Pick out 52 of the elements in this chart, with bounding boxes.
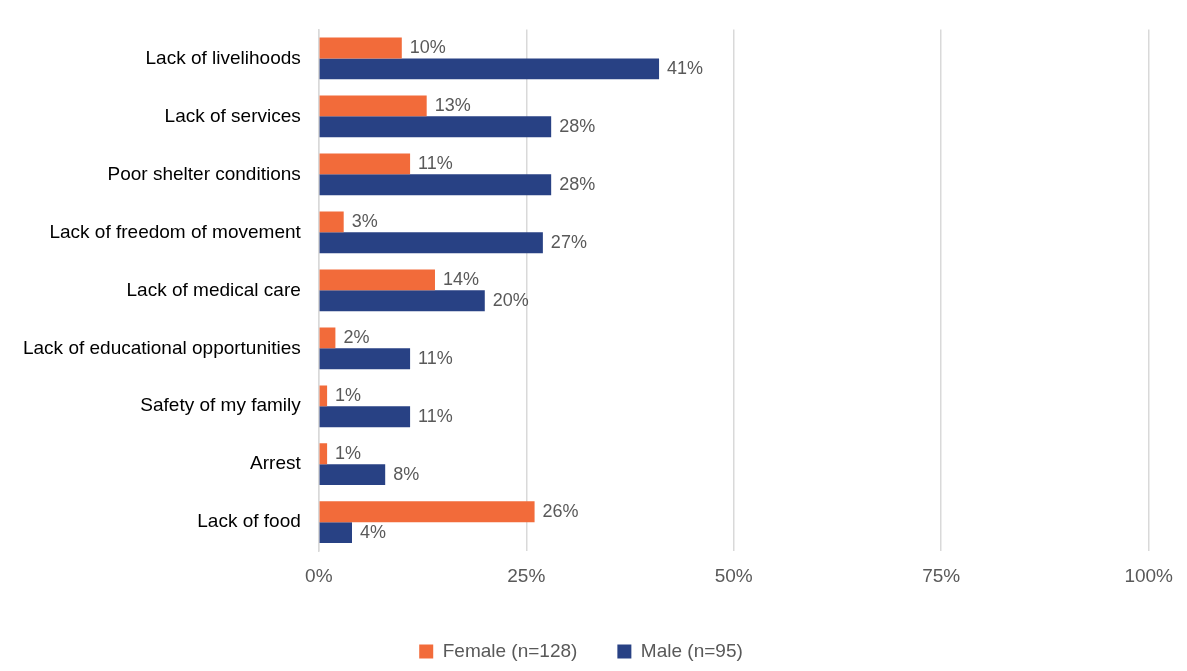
bar [319, 406, 411, 428]
x-tick-label: 100% [1124, 564, 1174, 586]
data-label: 27% [550, 231, 587, 252]
data-label: 28% [559, 173, 596, 194]
data-label: 11% [418, 152, 453, 173]
data-label: 14% [442, 268, 480, 289]
data-label: 10% [409, 36, 446, 57]
data-label: 3% [351, 210, 378, 231]
y-tick-label: Lack of freedom of movement [49, 220, 302, 242]
data-label: 11% [418, 405, 453, 426]
data-label: 1% [335, 384, 362, 405]
data-label: 28% [559, 115, 596, 136]
data-label: 20% [492, 289, 529, 310]
data-label: 2% [343, 326, 370, 347]
data-label: 41% [667, 57, 704, 78]
x-tick-label: 75% [922, 564, 961, 586]
data-label: 13% [434, 94, 471, 115]
bar [319, 501, 535, 523]
bar [319, 153, 411, 175]
legend-label: Male (n=95) [640, 639, 743, 661]
y-tick-label: Lack of livelihoods [145, 46, 301, 68]
bar [319, 232, 543, 254]
legend-label: Female (n=128) [442, 639, 578, 661]
bar [319, 348, 411, 370]
bar [319, 174, 552, 196]
data-label: 26% [542, 500, 579, 521]
bar [319, 327, 336, 349]
x-tick-label: 25% [507, 564, 546, 586]
bar [319, 269, 435, 291]
bar [319, 58, 660, 80]
y-tick-label: Lack of food [197, 510, 301, 532]
y-tick-label: Lack of educational opportunities [22, 336, 301, 358]
bar [319, 211, 344, 233]
bar [319, 116, 552, 138]
bar [319, 443, 328, 465]
bar [319, 522, 352, 544]
y-tick-label: Poor shelter conditions [107, 162, 301, 184]
data-label: 8% [393, 463, 420, 484]
data-label: 1% [335, 442, 362, 463]
bar [319, 95, 427, 117]
bar [319, 385, 328, 407]
data-label: 11% [418, 347, 453, 368]
x-tick-label: 0% [305, 564, 333, 586]
bar [319, 464, 386, 486]
y-tick-label: Lack of medical care [126, 278, 301, 300]
x-tick-label: 50% [714, 564, 753, 586]
y-tick-label: Arrest [250, 452, 302, 474]
bar [319, 37, 402, 59]
y-tick-label: Safety of my family [140, 394, 302, 416]
y-tick-label: Lack of services [164, 104, 301, 126]
bar [319, 290, 485, 312]
data-label: 4% [360, 521, 387, 542]
